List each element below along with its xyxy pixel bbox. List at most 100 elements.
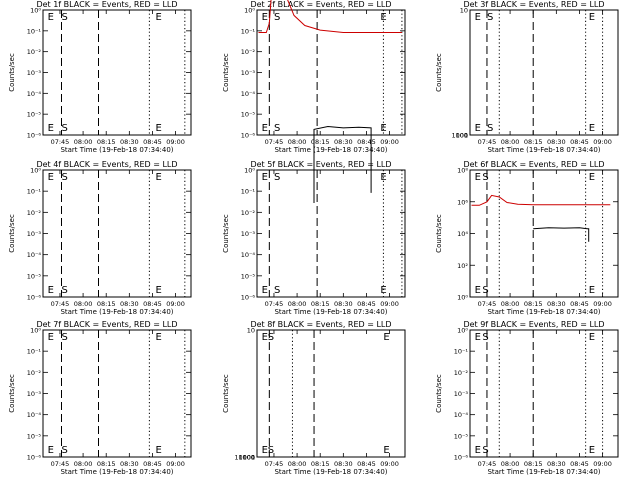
marker-e-bottom: E [380, 285, 386, 296]
y-tick-label: 10 [460, 7, 468, 15]
panel-title: Det 7f BLACK = Events, RED = LLD [36, 320, 177, 329]
y-tick-label: 10⁻³ [241, 69, 256, 77]
x-tick-label: 08:45 [143, 460, 162, 468]
marker-e-top: E [262, 12, 268, 23]
x-tick-label: 07:45 [265, 460, 284, 468]
y-tick-label: 10⁻⁶ [241, 294, 256, 302]
y-tick-label: 10⁻⁵ [241, 272, 256, 280]
y-tick-label: 10⁻⁶ [241, 132, 256, 140]
x-tick-label: 08:00 [501, 138, 520, 146]
x-tick-label: 08:00 [288, 300, 307, 308]
y-tick-label: 10⁰ [30, 7, 41, 15]
plot-frame [42, 9, 192, 136]
y-tick-label: 10⁻⁴ [241, 90, 256, 98]
x-tick-label: 08:00 [501, 300, 520, 308]
panel-3f: Det 3f BLACK = Events, RED = LLD 1 10 10010… [435, 0, 619, 154]
marker-e-top: E [589, 12, 595, 23]
plot-frame [256, 169, 406, 298]
y-tick-label: 10⁰ [30, 327, 41, 335]
x-tick-label: 08:30 [120, 138, 139, 146]
y-tick-label: 10⁻⁵ [27, 272, 42, 280]
marker-e-top: E [262, 172, 268, 183]
y-tick-label: 10⁻³ [454, 390, 469, 398]
x-tick-label: 09:00 [166, 460, 185, 468]
y-tick-label: 10⁻⁶ [27, 454, 42, 462]
y-tick-label: 10⁻³ [27, 69, 42, 77]
x-tick-label: 08:45 [570, 460, 589, 468]
x-tick-label: 08:00 [288, 460, 307, 468]
x-tick-label: 08:30 [547, 300, 566, 308]
y-tick-label: 10⁰ [457, 327, 468, 335]
y-axis-label: Counts/sec [222, 374, 230, 413]
y-tick-label: 10⁻¹ [27, 348, 42, 356]
x-tick-label: 07:45 [478, 300, 497, 308]
y-tick-label: 10⁻² [454, 369, 469, 377]
marker-e-bottom: E [262, 285, 268, 296]
y-tick-label: 10000 [234, 454, 255, 462]
marker-e-bottom: E [383, 445, 389, 456]
x-tick-label: 09:00 [380, 300, 399, 308]
marker-e-bottom: E [589, 285, 595, 296]
y-axis-label: Counts/sec [8, 53, 16, 92]
panel-title: Det 8f BLACK = Events, RED = LLD [250, 320, 391, 329]
x-axis-label: Start Time (19-Feb-18 07:34:40) [60, 308, 173, 316]
x-tick-label: 07:45 [478, 138, 497, 146]
x-axis-label: Start Time (19-Feb-18 07:34:40) [60, 146, 173, 154]
y-tick-label: 10⁻¹ [241, 188, 256, 196]
y-tick-label: 10⁻⁶ [27, 132, 42, 140]
y-tick-label: 10⁻⁴ [27, 251, 42, 259]
marker-s-bottom: S [268, 445, 274, 456]
x-tick-label: 08:15 [524, 300, 543, 308]
x-tick-label: 08:15 [97, 300, 116, 308]
x-axis-label: Start Time (19-Feb-18 07:34:40) [487, 308, 600, 316]
plot-frame [469, 169, 619, 298]
x-tick-label: 08:45 [357, 460, 376, 468]
y-tick-label: 100 [456, 132, 468, 140]
x-tick-label: 08:45 [357, 138, 376, 146]
x-tick-label: 08:15 [97, 138, 116, 146]
x-tick-label: 07:45 [265, 300, 284, 308]
marker-e-bottom: E [262, 123, 268, 134]
marker-s-top: S [487, 12, 493, 23]
marker-e-top: E [475, 12, 481, 23]
marker-e-top: E [475, 332, 481, 343]
x-tick-label: 09:00 [166, 300, 185, 308]
panel-title: Det 2f BLACK = Events, RED = LLD [250, 0, 391, 9]
y-tick-label: 1 [464, 132, 468, 140]
y-tick-label: 10⁻² [241, 209, 256, 217]
y-tick-label: 10⁻⁶ [454, 454, 469, 462]
marker-e-top: E [156, 172, 162, 183]
y-axis-label: Counts/sec [8, 214, 16, 253]
y-tick-label: 10⁻⁶ [27, 294, 42, 302]
y-axis-label: Counts/sec [435, 214, 443, 253]
y-tick-label: 10⁰ [244, 167, 255, 175]
y-tick-label: 10⁰ [244, 7, 255, 15]
y-axis-label: Counts/sec [435, 374, 443, 413]
marker-s-bottom: S [487, 123, 493, 134]
panel-title: Det 1f BLACK = Events, RED = LLD [36, 0, 177, 9]
marker-s-bottom: S [62, 285, 68, 296]
y-tick-label: 10⁻⁵ [27, 432, 42, 440]
panel-title: Det 6f BLACK = Events, RED = LLD [463, 160, 604, 169]
y-tick-label: 10 [247, 327, 255, 335]
y-tick-label: 10⁻³ [241, 230, 256, 238]
y-axis-label: Counts/sec [8, 374, 16, 413]
marker-e-top: E [48, 12, 54, 23]
x-tick-label: 08:30 [120, 300, 139, 308]
x-tick-label: 09:00 [380, 138, 399, 146]
marker-s-bottom: S [62, 123, 68, 134]
y-tick-label: 10⁴ [457, 230, 468, 238]
plot-frame [256, 9, 406, 136]
y-tick-label: 10⁻³ [27, 390, 42, 398]
marker-s-top: S [268, 332, 274, 343]
y-tick-label: 100 [243, 454, 255, 462]
x-tick-label: 08:45 [570, 138, 589, 146]
marker-e-bottom: E [262, 445, 268, 456]
x-axis-label: Start Time (19-Feb-18 07:34:40) [60, 468, 173, 476]
marker-e-top: E [156, 332, 162, 343]
series-line [258, 0, 402, 33]
panel-8f: Det 8f BLACK = Events, RED = LLD11010010… [222, 0, 406, 476]
